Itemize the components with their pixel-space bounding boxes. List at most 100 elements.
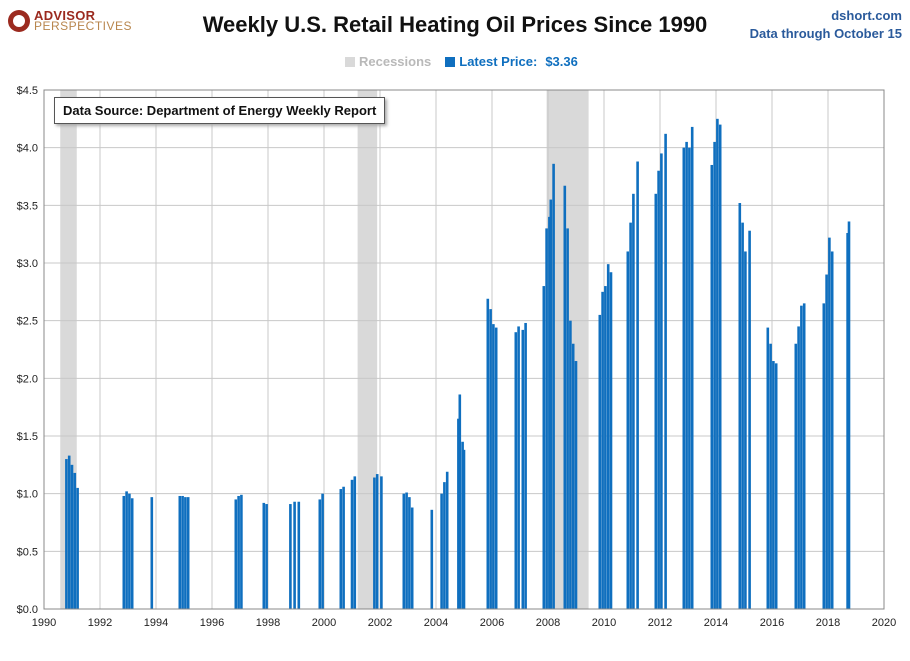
x-tick-label: 2008 [536, 617, 560, 629]
x-tick-label: 2018 [816, 617, 840, 629]
price-bar [237, 495, 240, 609]
price-bar [654, 193, 658, 610]
x-tick-label: 1996 [200, 617, 224, 629]
price-bar [604, 286, 607, 609]
price-bar [794, 343, 798, 609]
price-bar [402, 493, 406, 609]
legend-latest-label: Latest Price: [459, 54, 538, 69]
price-bar [342, 486, 345, 609]
price-bar [682, 147, 686, 609]
y-tick-label: $3.5 [17, 200, 38, 212]
x-tick-label: 2006 [480, 617, 504, 629]
price-bar [846, 233, 849, 609]
price-bar [186, 497, 190, 609]
x-tick-label: 2002 [368, 617, 392, 629]
legend-latest: Latest Price: $3.36 [445, 54, 578, 69]
price-bar [486, 298, 490, 609]
legend-recessions-label: Recessions [359, 54, 432, 69]
price-bar [457, 418, 460, 609]
price-bar [822, 303, 826, 609]
price-bar [690, 126, 694, 609]
y-tick-label: $0.5 [17, 546, 38, 558]
x-tick-label: 1994 [144, 617, 168, 629]
y-tick-label: $1.0 [17, 489, 38, 501]
y-tick-label: $0.0 [17, 604, 38, 616]
price-bar [265, 504, 268, 609]
x-tick-label: 2020 [872, 617, 896, 629]
price-bar [380, 476, 383, 609]
price-bar [716, 118, 719, 609]
price-bar [521, 329, 525, 609]
x-tick-label: 2014 [704, 617, 728, 629]
recession-band [357, 90, 378, 609]
price-bar [458, 394, 462, 609]
price-bar [598, 314, 602, 609]
plot-border [43, 89, 885, 610]
compass-icon [8, 10, 30, 32]
price-bar [128, 493, 131, 609]
price-bar [262, 502, 266, 609]
price-bar [293, 501, 296, 609]
price-bar [405, 492, 408, 609]
legend-recessions: Recessions [345, 54, 431, 69]
price-bar [184, 497, 187, 609]
price-bar [632, 193, 635, 610]
price-bar [802, 303, 806, 609]
price-bar [375, 474, 379, 609]
price-bar [601, 291, 604, 609]
price-bar [517, 326, 520, 609]
price-bar [629, 222, 632, 609]
price-bar [234, 499, 238, 609]
price-bar [443, 482, 446, 609]
source-site: dshort.com [831, 8, 902, 23]
price-bar [353, 476, 357, 609]
price-bar [122, 495, 126, 609]
price-bar [65, 459, 68, 609]
recession-swatch [345, 56, 355, 67]
price-bar [410, 507, 414, 609]
price-bar [549, 199, 553, 610]
price-bar [772, 361, 775, 609]
x-tick-label: 1992 [88, 617, 112, 629]
price-bar [445, 471, 449, 609]
price-bar [774, 363, 778, 609]
price-bar [626, 251, 630, 609]
price-bar [289, 504, 292, 609]
price-bar [552, 163, 555, 609]
price-bar [297, 501, 301, 609]
price-bar [67, 455, 71, 609]
price-bar [830, 251, 834, 609]
price-bar [828, 237, 831, 610]
price-bar [339, 489, 343, 609]
x-tick-label: 2004 [424, 617, 448, 629]
price-bar [797, 326, 800, 609]
price-bar [489, 309, 492, 609]
logo-line2: PERSPECTIVES [34, 19, 133, 33]
y-tick-label: $3.0 [17, 258, 38, 270]
data-source-note: Data Source: Department of Energy Weekly… [54, 97, 386, 124]
price-bar [178, 495, 182, 609]
price-bar [741, 222, 744, 609]
price-bar [738, 203, 742, 609]
price-bar [350, 479, 354, 609]
price-bar [150, 497, 154, 609]
x-tick-label: 2010 [592, 617, 616, 629]
chart-title: Weekly U.S. Retail Heating Oil Prices Si… [202, 12, 708, 37]
y-tick-label: $2.0 [17, 373, 38, 385]
price-bar [548, 216, 551, 609]
price-bar [462, 449, 466, 609]
price-bar [744, 251, 747, 609]
x-tick-label: 1998 [256, 617, 280, 629]
price-bar [240, 494, 243, 609]
price-bar [569, 320, 572, 609]
price-bar [408, 497, 411, 609]
price-bar [73, 472, 77, 609]
price-bar [321, 493, 324, 609]
price-bar [181, 495, 184, 609]
y-tick-label: $1.5 [17, 431, 38, 443]
price-bar [660, 153, 663, 609]
x-tick-label: 2012 [648, 617, 672, 629]
price-bar [70, 464, 74, 609]
latest-swatch [445, 56, 456, 67]
